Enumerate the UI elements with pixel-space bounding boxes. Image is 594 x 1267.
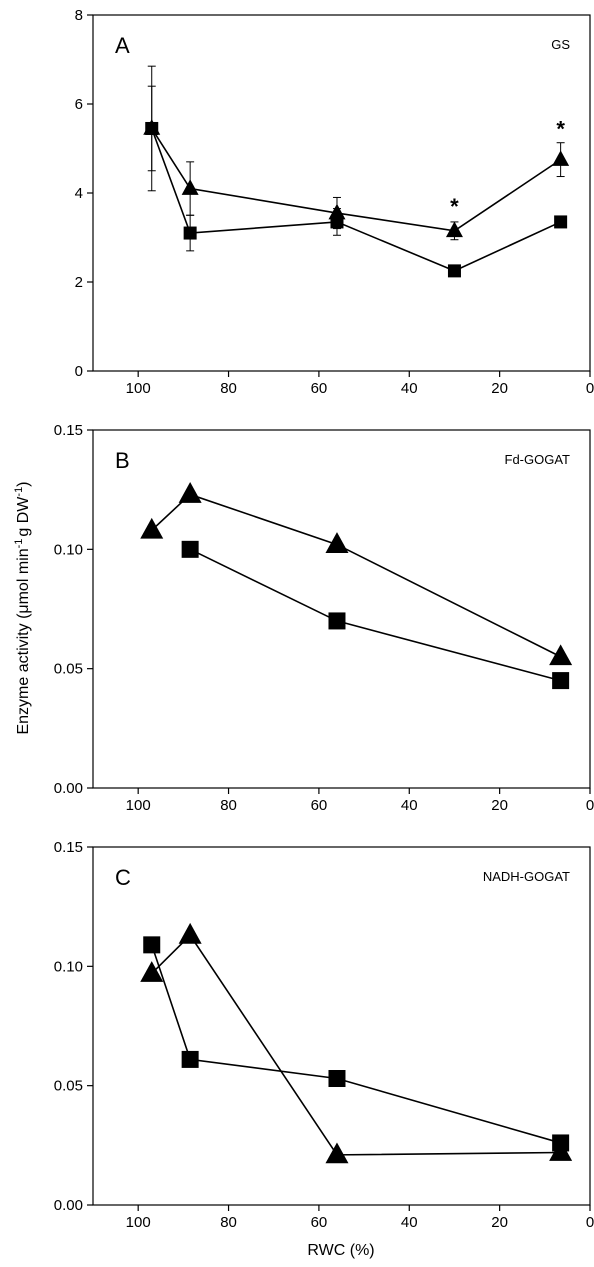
series-line-square <box>150 944 561 1144</box>
panel-letter: A <box>115 33 130 58</box>
panel-tag: Fd-GOGAT <box>505 452 571 467</box>
y-tick-label: 4 <box>75 185 83 202</box>
x-tick-label: 0 <box>586 1214 594 1231</box>
data-point-square <box>330 215 344 229</box>
series-line-square <box>189 548 561 682</box>
x-tick-label: 80 <box>220 1214 237 1231</box>
y-tick-label: 0.05 <box>54 1078 83 1095</box>
x-tick-label: 60 <box>311 797 328 814</box>
x-axis-title: RWC (%) <box>307 1242 374 1259</box>
x-tick-label: 100 <box>126 1214 151 1231</box>
panel-letter: C <box>115 865 131 890</box>
x-tick-label: 40 <box>401 1214 418 1231</box>
y-tick-label: 0.00 <box>54 780 83 797</box>
x-tick-label: 0 <box>586 380 594 397</box>
y-tick-label: 6 <box>75 96 83 113</box>
data-point-square <box>328 1070 346 1088</box>
data-point-triangle <box>552 150 570 166</box>
y-tick-label: 2 <box>75 274 83 291</box>
y-tick-label: 0.15 <box>54 839 83 856</box>
data-point-square <box>183 226 197 240</box>
y-tick-label: 0.10 <box>54 541 83 558</box>
data-point-square <box>447 264 461 278</box>
data-point-square <box>554 215 568 229</box>
x-tick-label: 40 <box>401 797 418 814</box>
data-point-square <box>552 1134 570 1152</box>
data-point-triangle <box>325 1142 349 1164</box>
data-point-triangle <box>178 482 202 503</box>
data-point-triangle <box>178 922 202 944</box>
data-point-square <box>552 672 570 690</box>
data-point-square <box>181 1050 199 1068</box>
x-tick-label: 80 <box>220 380 237 397</box>
x-tick-label: 100 <box>126 797 151 814</box>
x-tick-label: 0 <box>586 797 594 814</box>
data-point-square <box>181 540 199 558</box>
x-tick-label: 60 <box>311 1214 328 1231</box>
x-tick-label: 100 <box>126 380 151 397</box>
x-tick-label: 20 <box>491 797 508 814</box>
x-tick-label: 40 <box>401 380 418 397</box>
series-line-triangle <box>151 934 561 1156</box>
panel-a: 100 80 60 40 20 0 0 2 4 6 8 A GS * * <box>75 7 594 397</box>
plot-frame <box>92 14 591 372</box>
data-point-triangle <box>181 179 199 195</box>
series-line-square <box>150 128 561 272</box>
data-point-triangle <box>325 532 349 553</box>
data-point-square <box>145 121 159 135</box>
panel-c: 100 80 60 40 20 0 0.00 0.05 0.10 0.15 C NADH-GOGAT <box>54 839 594 1231</box>
plot-frame <box>92 429 591 789</box>
significance-marker: * <box>556 116 565 141</box>
data-point-triangle <box>549 644 573 666</box>
y-tick-label: 8 <box>75 7 83 24</box>
x-tick-label: 80 <box>220 797 237 814</box>
series-line-triangle <box>151 493 561 658</box>
data-point-square <box>328 612 346 630</box>
data-point-triangle <box>140 517 164 539</box>
x-tick-label: 60 <box>311 380 328 397</box>
y-tick-label: 0.15 <box>54 422 83 439</box>
x-tick-label: 20 <box>491 1214 508 1231</box>
y-tick-label: 0 <box>75 363 83 380</box>
panel-tag: NADH-GOGAT <box>483 869 570 884</box>
panel-letter: B <box>115 448 130 473</box>
panel-tag: GS <box>551 37 570 52</box>
plot-frame <box>92 846 591 1206</box>
y-tick-label: 0.00 <box>54 1197 83 1214</box>
data-point-triangle <box>445 221 463 238</box>
y-tick-label: 0.10 <box>54 958 83 975</box>
significance-marker: * <box>450 194 459 219</box>
y-axis-title: Enzyme activity (μmol min-1g DW-1) <box>13 481 32 734</box>
data-point-triangle <box>140 961 164 982</box>
y-tick-label: 0.05 <box>54 661 83 678</box>
data-point-square <box>143 936 161 954</box>
series-line-triangle <box>151 128 562 232</box>
panel-b: 100 80 60 40 20 0 0.00 0.05 0.10 0.15 B Fd-GOGAT <box>54 422 594 814</box>
x-tick-label: 20 <box>491 380 508 397</box>
